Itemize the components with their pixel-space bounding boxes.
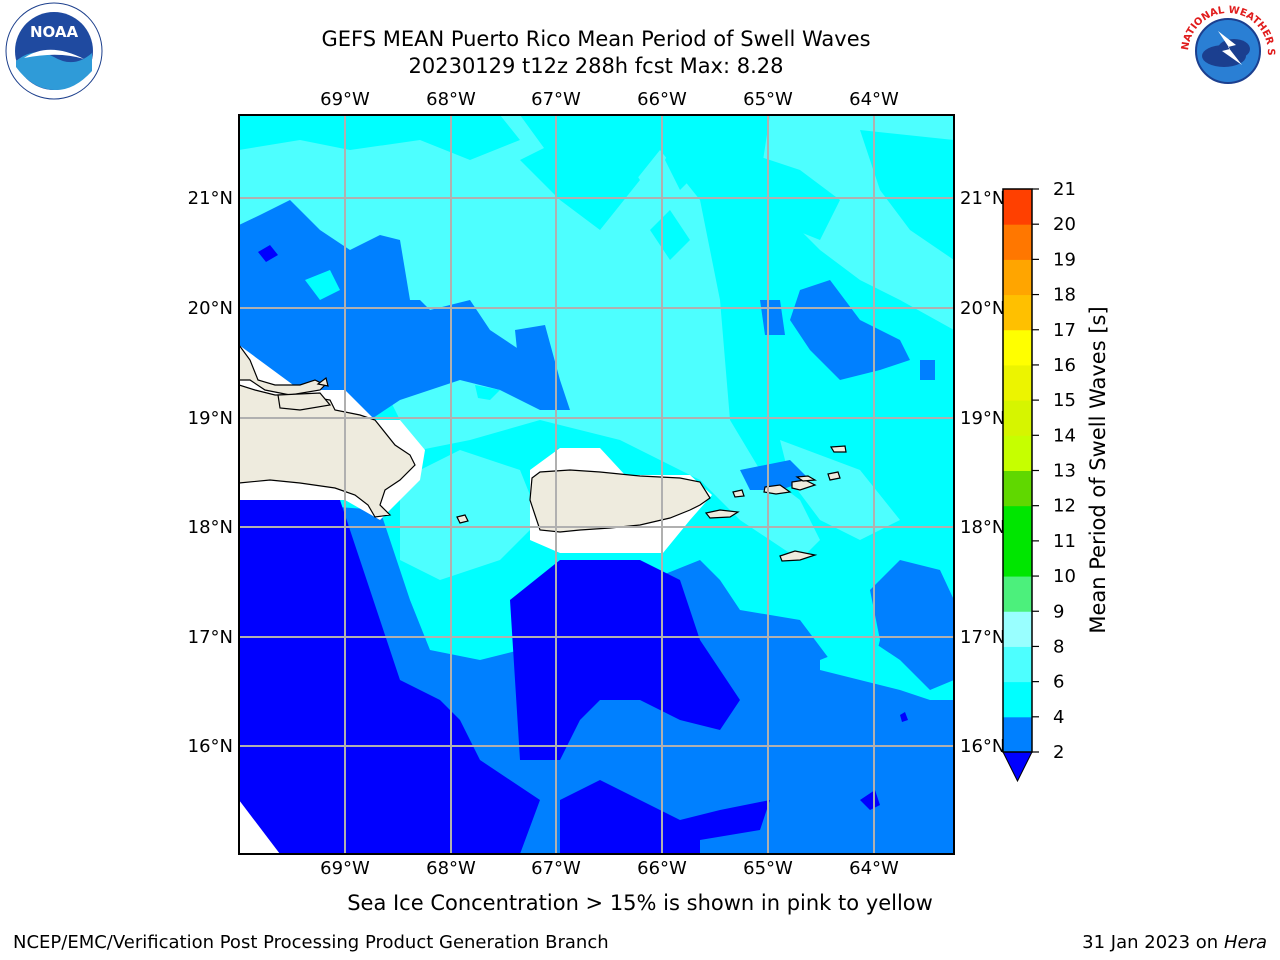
colorbar-segment — [1003, 681, 1032, 718]
colorbar-tick-label: 18 — [1053, 285, 1076, 306]
colorbar-segment — [1003, 470, 1032, 507]
colorbar-segment — [1003, 505, 1032, 542]
colorbar-tick-label: 10 — [1053, 566, 1076, 587]
colorbar-segment — [1003, 224, 1032, 260]
noaa-logo-text: NOAA — [30, 23, 79, 41]
colorbar-tick-label: 17 — [1053, 320, 1076, 341]
colorbar-segment — [1003, 611, 1032, 647]
lon-label: 68°W — [426, 858, 476, 879]
colorbar-tick-label: 6 — [1053, 672, 1064, 693]
colorbar-under-triangle — [1002, 751, 1033, 783]
colorbar-tick-label: 20 — [1053, 214, 1076, 235]
lon-label: 69°W — [320, 858, 370, 879]
lon-label: 69°W — [320, 89, 370, 110]
lon-label: 65°W — [743, 858, 793, 879]
colorbar-tick-label: 2 — [1053, 742, 1064, 763]
colorbar-tick-label: 14 — [1053, 425, 1076, 446]
lon-labels-top: 69°W 68°W 67°W 66°W 65°W 64°W — [320, 89, 899, 110]
band-below-2 — [239, 245, 908, 854]
land-puerto-rico — [529, 469, 711, 533]
colorbar-tick-label: 8 — [1053, 636, 1064, 657]
colorbar-segment — [1003, 646, 1032, 683]
colorbar-tick-label: 12 — [1053, 496, 1076, 517]
lat-labels-right: 21°N 20°N 19°N 18°N 17°N 16°N — [960, 188, 1005, 757]
colorbar-label: Mean Period of Swell Waves [s] — [1086, 306, 1110, 633]
colorbar-segment — [1003, 435, 1032, 471]
colorbar-tick-label: 15 — [1053, 390, 1076, 411]
sea-ice-note: Sea Ice Concentration > 15% is shown in … — [347, 891, 933, 915]
colorbar-segment — [1003, 400, 1032, 436]
lat-label: 16°N — [188, 736, 233, 757]
lat-label: 20°N — [960, 298, 1005, 319]
colorbar-segment — [1003, 540, 1032, 577]
lat-label: 18°N — [188, 517, 233, 538]
lon-labels-bottom: 69°W 68°W 67°W 66°W 65°W 64°W — [320, 858, 899, 879]
colorbar-segment — [1003, 364, 1032, 401]
lat-label: 18°N — [960, 517, 1005, 538]
colorbar-ticks: 2 4 6 8 9 10 11 12 13 14 15 16 17 18 19 20 21 — [1032, 179, 1076, 763]
lat-labels-left: 21°N 20°N 19°N 18°N 17°N 16°N — [188, 188, 233, 757]
lon-label: 65°W — [743, 89, 793, 110]
lat-label: 17°N — [960, 627, 1005, 648]
map-plot-area — [239, 115, 954, 854]
colorbar-segment — [1003, 294, 1032, 331]
footer-date-text: 31 Jan 2023 on — [1082, 932, 1224, 953]
colorbar-tick-label: 19 — [1053, 249, 1076, 270]
lon-label: 67°W — [531, 858, 581, 879]
lon-label: 64°W — [849, 858, 899, 879]
chart-subtitle: 20230129 t12z 288h fcst Max: 8.28 — [408, 54, 784, 78]
colorbar-segments — [1003, 189, 1032, 753]
lon-label: 66°W — [637, 858, 687, 879]
footer-credit: NCEP/EMC/Verification Post Processing Pr… — [13, 932, 609, 953]
footer-date: 31 Jan 2023 on Hera — [1082, 932, 1267, 953]
lat-label: 21°N — [960, 188, 1005, 209]
lat-label: 20°N — [188, 298, 233, 319]
lat-label: 16°N — [960, 736, 1005, 757]
nws-logo: NATIONAL WEATHER SERVICE — [1178, 1, 1276, 98]
chart-title: GEFS MEAN Puerto Rico Mean Period of Swe… — [321, 27, 871, 51]
lon-label: 67°W — [531, 89, 581, 110]
colorbar-segment — [1003, 329, 1032, 366]
lat-label: 19°N — [960, 408, 1005, 429]
noaa-logo: NOAA — [5, 2, 103, 100]
colorbar-segment — [1003, 259, 1032, 296]
colorbar-tick-label: 16 — [1053, 355, 1076, 376]
lat-label: 17°N — [188, 627, 233, 648]
lat-label: 19°N — [188, 408, 233, 429]
colorbar-tick-label: 21 — [1053, 179, 1076, 200]
lat-label: 21°N — [188, 188, 233, 209]
colorbar-tick-label: 13 — [1053, 461, 1076, 482]
lon-label: 64°W — [849, 89, 899, 110]
colorbar-tick-label: 9 — [1053, 601, 1064, 622]
colorbar-tick-label: 4 — [1053, 707, 1064, 728]
band-4-6-inner — [239, 115, 954, 260]
colorbar: 2 4 6 8 9 10 11 12 13 14 15 16 17 18 19 20 21 Mean Perio… — [1002, 179, 1110, 783]
land-tortuga — [277, 392, 332, 411]
colorbar-tick-label: 11 — [1053, 531, 1076, 552]
map-grid — [239, 115, 954, 854]
lon-label: 66°W — [637, 89, 687, 110]
land-small-islands — [316, 376, 847, 562]
footer-machine: Hera — [1223, 932, 1267, 953]
lon-label: 68°W — [426, 89, 476, 110]
colorbar-segment — [1003, 576, 1032, 612]
map-frame — [238, 114, 955, 855]
colorbar-segment — [1003, 716, 1032, 753]
colorbar-segment — [1003, 189, 1032, 225]
